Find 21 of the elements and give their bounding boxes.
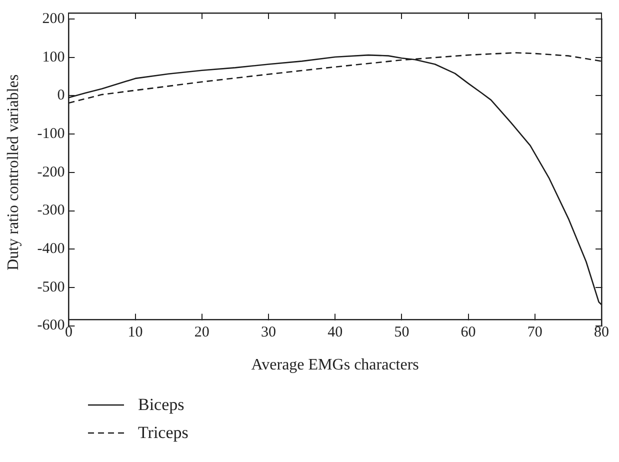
y-tick-label: -400: [37, 241, 65, 258]
x-tick-label: 70: [527, 324, 542, 341]
y-tick-label: -500: [37, 279, 65, 296]
x-tick-label: 10: [128, 324, 143, 341]
x-tick-label: 80: [594, 324, 609, 341]
x-tick-label: 40: [328, 324, 343, 341]
y-tick-label: 100: [42, 49, 65, 66]
x-tick-label: 60: [460, 324, 476, 341]
x-tick-label: 50: [394, 324, 410, 341]
x-tick-label: 30: [260, 324, 276, 341]
x-axis-title: Average EMGs characters: [251, 356, 419, 374]
y-tick-label: -200: [37, 164, 65, 180]
legend-label: Triceps: [138, 423, 188, 443]
y-tick-label: 200: [42, 10, 65, 27]
y-tick-label: -300: [37, 202, 65, 219]
legend-label: Biceps: [138, 395, 184, 415]
y-tick-label: 0: [57, 88, 65, 104]
y-tick-label: -100: [37, 126, 65, 142]
y-axis-title: Duty ratio controlled variables: [4, 74, 22, 270]
y-tick-label: -600: [37, 318, 65, 334]
x-tick-label: 20: [194, 324, 210, 341]
